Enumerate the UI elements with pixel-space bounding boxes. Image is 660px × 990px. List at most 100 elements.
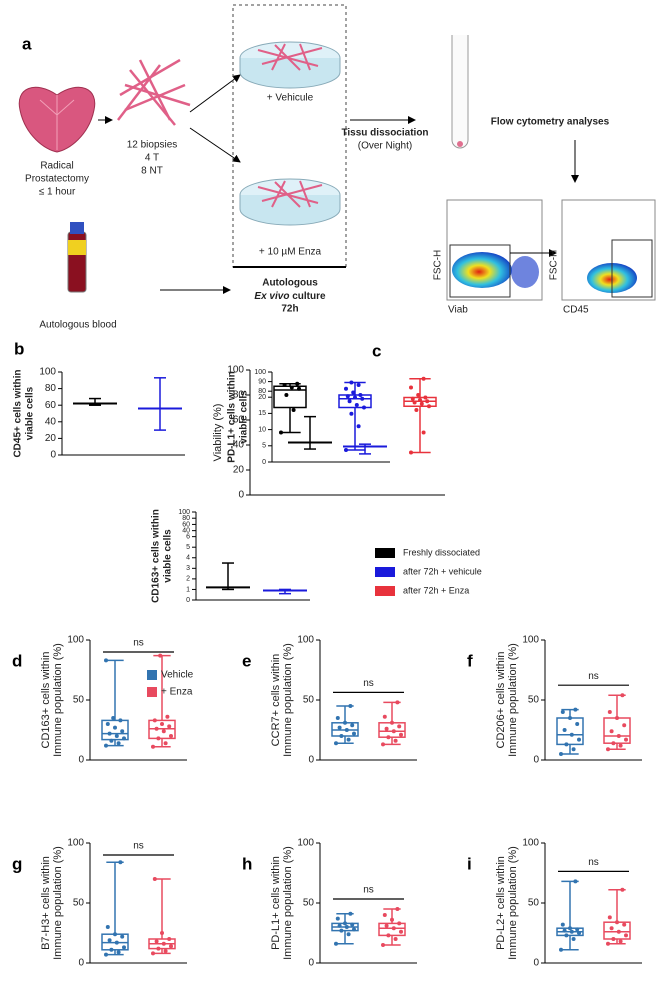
legend-swatch	[375, 548, 395, 558]
prostate-text: ≤ 1 hour	[39, 187, 76, 198]
point	[289, 385, 294, 390]
culture-word: culture	[292, 291, 326, 302]
point	[163, 741, 168, 746]
point	[425, 399, 430, 404]
point	[575, 927, 580, 932]
point	[616, 929, 621, 934]
y-tick-label: 0	[533, 958, 539, 969]
point	[391, 926, 396, 931]
tube	[451, 35, 469, 149]
legend-swatch	[375, 586, 395, 596]
point	[573, 707, 578, 712]
point	[427, 404, 431, 409]
y-tick-label: 20	[233, 465, 245, 476]
vehicle-text: + Vehicule	[267, 93, 314, 104]
pellet	[457, 141, 463, 147]
point	[122, 945, 126, 950]
point	[618, 939, 623, 944]
point	[564, 742, 569, 747]
flow-axis: Viab	[448, 305, 468, 316]
point	[167, 724, 172, 729]
point	[356, 383, 361, 387]
point	[419, 401, 424, 406]
point	[577, 931, 581, 935]
y-axis-label: CD163+ cells within	[40, 652, 52, 749]
dish	[239, 178, 341, 226]
point	[109, 738, 114, 743]
point	[347, 399, 352, 404]
y-tick-label: 5	[262, 443, 266, 450]
point	[334, 941, 338, 946]
y-tick-label: 1	[186, 586, 190, 593]
point	[607, 915, 612, 920]
point	[337, 923, 342, 928]
y-axis-label: viable cells	[239, 390, 250, 444]
point	[120, 934, 125, 939]
point	[397, 724, 402, 729]
y-tick-label: 0	[533, 755, 539, 766]
culture-text: Autologous	[262, 278, 318, 289]
y-tick-label: 60	[233, 415, 245, 426]
point	[569, 732, 574, 737]
point	[350, 723, 355, 728]
y-tick-label: 0	[78, 958, 84, 969]
culture-text: Ex vivo culture	[254, 291, 326, 302]
point	[104, 743, 108, 748]
panel-label: g	[12, 854, 22, 873]
point	[151, 951, 155, 956]
point	[618, 743, 623, 748]
point	[291, 408, 296, 412]
point	[559, 947, 563, 952]
point	[111, 716, 116, 720]
point	[386, 735, 391, 740]
point	[575, 722, 580, 726]
y-tick-label: 100	[522, 838, 539, 849]
y-tick-label: 0	[78, 755, 84, 766]
point	[118, 718, 123, 723]
flow-density	[511, 256, 539, 288]
panel-label: d	[12, 651, 22, 670]
y-tick-label: 40	[233, 440, 245, 451]
flow-text: Flow cytometry analyses	[491, 117, 610, 128]
y-tick-label: 100	[522, 635, 539, 646]
biopsies-text: 12 biopsies	[127, 140, 178, 151]
y-tick-label: 100	[297, 838, 314, 849]
point	[615, 920, 619, 925]
point	[116, 950, 121, 955]
point	[609, 729, 614, 734]
point	[559, 752, 563, 756]
point	[113, 725, 117, 730]
point	[624, 933, 628, 938]
point	[568, 716, 572, 720]
point	[116, 741, 121, 746]
y-axis-label: Immune population (%)	[507, 846, 519, 960]
legend-swatch	[147, 670, 157, 680]
y-tick-label: 80	[258, 388, 266, 395]
y-axis-label: Immune population (%)	[282, 643, 294, 757]
point	[113, 932, 117, 937]
point	[344, 386, 348, 391]
point	[335, 716, 340, 720]
point	[562, 728, 567, 732]
point	[169, 734, 173, 738]
point	[615, 716, 619, 720]
point	[418, 398, 422, 402]
y-axis-label: PD-L2+ cells within	[495, 856, 507, 950]
arrow	[189, 74, 241, 113]
point	[382, 913, 387, 917]
point	[161, 729, 166, 734]
y-axis-label: PD-L1+ cells within	[227, 371, 238, 462]
point	[409, 450, 413, 455]
prostate-text: Radical	[40, 161, 73, 172]
point	[409, 385, 413, 390]
point	[339, 734, 344, 738]
y-tick-label: 4	[186, 555, 190, 562]
point	[397, 921, 402, 926]
point	[120, 729, 125, 734]
y-tick-label: 0	[50, 450, 56, 461]
y-axis-label: viable cells	[163, 529, 174, 583]
point	[152, 877, 157, 881]
point	[337, 725, 342, 730]
y-axis-label: CD163+ cells within	[151, 509, 162, 603]
point	[620, 887, 625, 892]
